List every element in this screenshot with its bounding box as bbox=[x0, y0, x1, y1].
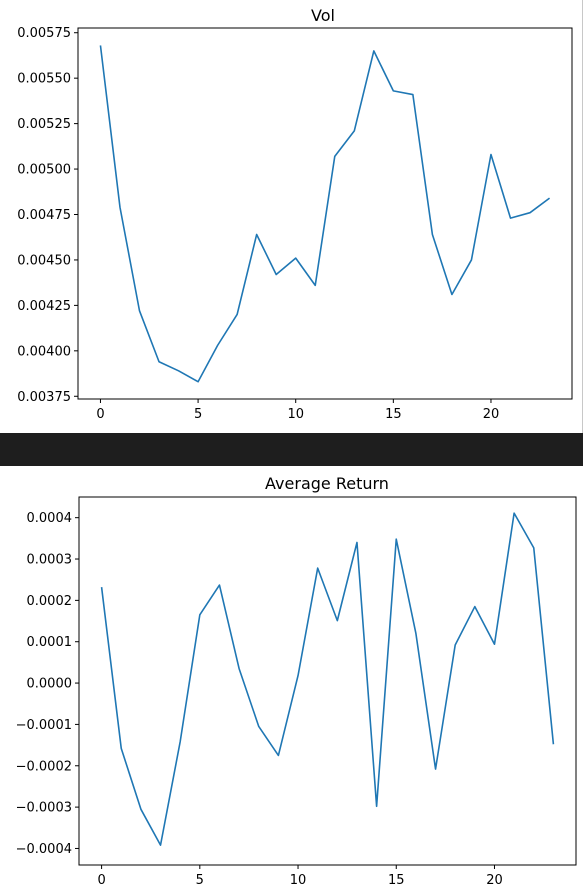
x-tick-label: 20 bbox=[486, 873, 503, 888]
series-line bbox=[99, 45, 551, 383]
y-tick-label: −0.0002 bbox=[16, 759, 72, 774]
x-tick-label: 0 bbox=[96, 407, 104, 422]
panel-separator bbox=[0, 433, 583, 466]
y-tick-label: 0.00500 bbox=[17, 163, 71, 178]
y-tick-label: 0.00550 bbox=[17, 72, 71, 87]
y-tick-label: 0.00475 bbox=[17, 208, 71, 223]
chart-title: Average Return bbox=[265, 474, 389, 493]
plot-area-frame bbox=[77, 27, 573, 400]
y-tick-label: −0.0001 bbox=[16, 718, 72, 733]
series-line bbox=[100, 512, 555, 846]
chart-title: Vol bbox=[311, 6, 335, 25]
x-tick-label: 0 bbox=[97, 873, 105, 888]
y-tick-label: 0.00400 bbox=[17, 344, 71, 359]
x-tick-label: 5 bbox=[194, 407, 202, 422]
vol-chart-panel: Vol 0 5 10 15 20 0.00375 0.00400 0.00425 0.00450… bbox=[0, 0, 583, 433]
x-tick-label: 15 bbox=[385, 407, 402, 422]
average-return-chart-panel: Average Return 0 5 10 15 20 −0.0004 −0.0003 −0.… bbox=[0, 466, 583, 889]
y-tick-label: 0.00525 bbox=[17, 117, 71, 132]
x-tick-label: 10 bbox=[290, 873, 307, 888]
y-tick-label: 0.00575 bbox=[17, 26, 71, 41]
vol-chart: Vol 0 5 10 15 20 0.00375 0.00400 0.00425 0.00450… bbox=[17, 6, 573, 422]
y-tick-label: −0.0004 bbox=[16, 842, 72, 857]
x-tick-label: 5 bbox=[196, 873, 204, 888]
y-tick-label: 0.00450 bbox=[17, 253, 71, 268]
y-tick-label: 0.0000 bbox=[27, 677, 73, 692]
x-tick-label: 10 bbox=[287, 407, 304, 422]
y-tick-label: 0.0004 bbox=[27, 511, 73, 526]
plot-area-frame bbox=[78, 496, 577, 866]
y-tick-label: −0.0003 bbox=[16, 801, 72, 816]
x-tick-label: 20 bbox=[483, 407, 500, 422]
y-tick-label: 0.0001 bbox=[27, 635, 73, 650]
y-tick-label: 0.0003 bbox=[27, 553, 73, 568]
y-tick-label: 0.00375 bbox=[17, 390, 71, 405]
average-return-chart: Average Return 0 5 10 15 20 −0.0004 −0.0003 −0.… bbox=[16, 474, 577, 888]
y-tick-label: 0.0002 bbox=[27, 594, 73, 609]
y-tick-label: 0.00425 bbox=[17, 299, 71, 314]
x-tick-label: 15 bbox=[388, 873, 405, 888]
